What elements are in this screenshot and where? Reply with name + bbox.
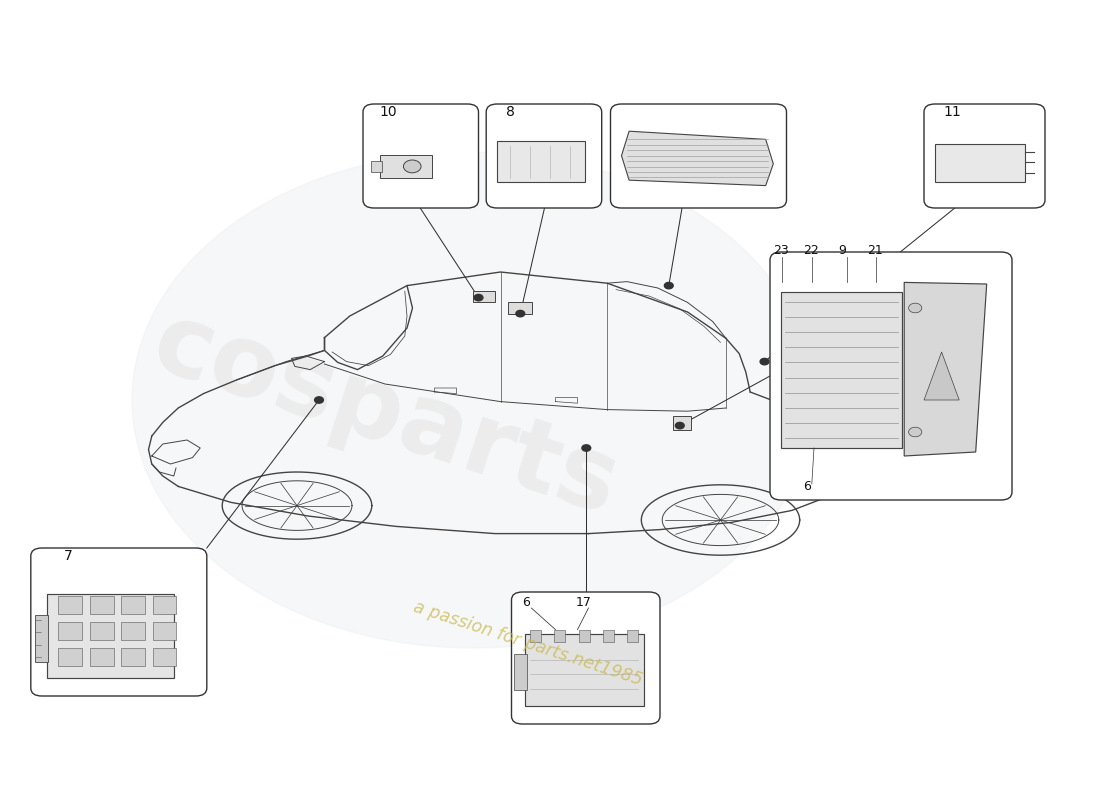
- Bar: [153, 648, 176, 666]
- Circle shape: [909, 427, 922, 437]
- Text: 9: 9: [838, 245, 846, 258]
- Bar: [508, 302, 532, 314]
- Bar: [58, 648, 82, 666]
- Text: 22: 22: [803, 245, 818, 258]
- Bar: [58, 595, 82, 614]
- Polygon shape: [621, 131, 773, 186]
- Bar: [781, 292, 902, 448]
- Circle shape: [664, 282, 673, 289]
- FancyBboxPatch shape: [512, 592, 660, 724]
- Text: 6: 6: [803, 479, 811, 493]
- FancyBboxPatch shape: [610, 104, 786, 208]
- Text: 21: 21: [867, 245, 882, 258]
- Bar: [153, 622, 176, 640]
- Bar: [673, 416, 691, 430]
- FancyBboxPatch shape: [363, 104, 478, 208]
- Bar: [58, 622, 82, 640]
- Circle shape: [474, 294, 483, 301]
- Circle shape: [582, 445, 591, 451]
- Bar: [121, 648, 145, 666]
- Text: cosparts: cosparts: [141, 295, 629, 537]
- Text: 10: 10: [379, 105, 397, 119]
- Bar: [90, 648, 113, 666]
- Circle shape: [516, 310, 525, 317]
- Bar: [554, 630, 565, 642]
- Bar: [935, 144, 1025, 182]
- Bar: [627, 630, 638, 642]
- Text: 23: 23: [773, 245, 789, 258]
- FancyBboxPatch shape: [770, 252, 1012, 500]
- Bar: [379, 155, 432, 178]
- Bar: [121, 622, 145, 640]
- Bar: [497, 141, 585, 182]
- Text: 11: 11: [944, 105, 961, 119]
- Ellipse shape: [132, 152, 814, 648]
- Text: 7: 7: [64, 549, 73, 563]
- Bar: [603, 630, 614, 642]
- Bar: [530, 630, 541, 642]
- Bar: [514, 654, 527, 690]
- FancyBboxPatch shape: [486, 104, 602, 208]
- Polygon shape: [904, 282, 987, 456]
- Bar: [35, 615, 48, 662]
- Bar: [153, 595, 176, 614]
- Text: 6: 6: [522, 595, 530, 609]
- Bar: [90, 595, 113, 614]
- Circle shape: [760, 358, 769, 365]
- Text: 8: 8: [506, 105, 515, 119]
- Circle shape: [675, 422, 684, 429]
- Circle shape: [404, 160, 421, 173]
- Circle shape: [909, 303, 922, 313]
- Bar: [525, 634, 643, 706]
- Text: 17: 17: [575, 595, 591, 609]
- FancyBboxPatch shape: [31, 548, 207, 696]
- Polygon shape: [924, 352, 959, 400]
- Circle shape: [315, 397, 323, 403]
- Text: a passion for parts.net1985: a passion for parts.net1985: [411, 598, 645, 690]
- Bar: [579, 630, 590, 642]
- Bar: [371, 161, 382, 172]
- Bar: [121, 595, 145, 614]
- Bar: [473, 291, 495, 302]
- Bar: [47, 594, 174, 678]
- FancyBboxPatch shape: [924, 104, 1045, 208]
- Bar: [90, 622, 113, 640]
